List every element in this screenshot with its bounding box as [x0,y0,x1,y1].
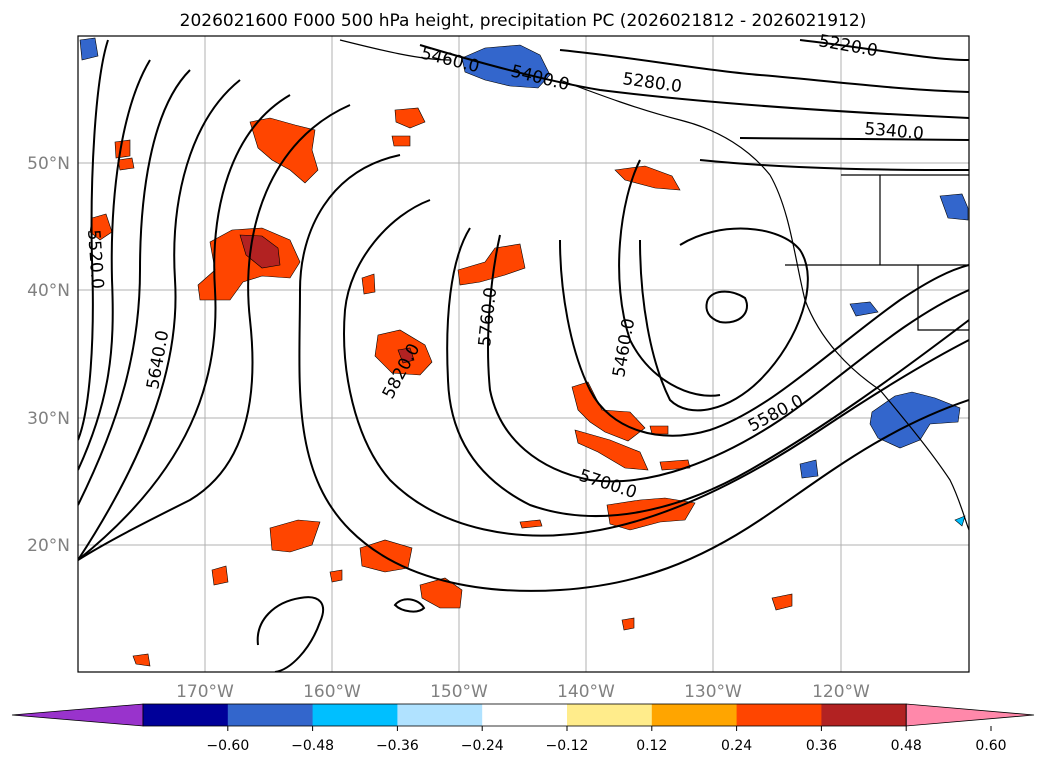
colorbar-segment [143,704,229,726]
contour-label: 5460.0 [419,43,482,77]
contour-labels: 5460.0 5400.0 5280.0 5220.0 5340.0 5520.… [83,31,925,503]
colorbar-segment [482,704,568,726]
lon-label-160w: 160°W [303,682,361,702]
precip-region [939,193,969,221]
coastlines [339,39,969,531]
precip-region [269,519,321,553]
lat-label-20n: 20°N [27,536,70,556]
contour-label: 5580.0 [745,391,807,437]
precip-region [659,459,691,471]
colorbar-tick-label: 0.48 [891,738,922,754]
colorbar-tick-label: −0.24 [461,738,504,754]
colorbar-segments [11,703,1035,727]
precip-region [799,459,819,479]
colorbar-tick-label: −0.36 [376,738,419,754]
lat-label-40n: 40°N [27,281,70,301]
colorbar-frame [142,703,907,727]
lat-label-30n: 30°N [27,409,70,429]
precip-region [869,391,961,449]
precip-region [419,577,463,609]
precip-region [329,569,343,583]
colorbar-segment [312,704,398,726]
longitude-labels: 170°W 160°W 150°W 140°W 130°W 120°W [176,682,870,702]
colorbar-tick-label: 0.36 [806,738,837,754]
colorbar-tick-label: −0.48 [291,738,334,754]
lon-label-120w: 120°W [812,682,870,702]
precip-region [391,135,411,147]
precip-region [621,617,635,631]
map-title: 2026021600 F000 500 hPa height, precipit… [180,11,867,31]
precip-region [397,347,415,364]
precip-region [117,157,135,171]
precip-region [519,519,543,529]
colorbar-tick-label: −0.60 [206,738,249,754]
colorbar: −0.60 −0.48 −0.36 −0.24 −0.12 0.12 0.24 0.36 0.4… [11,703,1035,754]
precip-region [771,593,793,611]
colorbar-tick-label: 0.60 [975,738,1006,754]
latitude-labels: 50°N 40°N 30°N 20°N [27,154,70,556]
contour-label: 5760.0 [475,286,501,347]
precip-region [211,565,229,586]
colorbar-tick-label: 0.24 [721,738,752,754]
contour-label: 5520.0 [83,229,107,290]
colorbar-segment [651,704,738,726]
colorbar-segment [227,704,314,726]
colorbar-segment [736,704,822,726]
colorbar-segment [397,704,483,726]
precip-region [461,44,551,89]
precip-region [574,429,649,471]
map-frame [77,35,970,673]
precip-region [954,515,966,527]
lon-label-140w: 140°W [557,682,615,702]
colorbar-extend-left [11,703,144,727]
lon-label-150w: 150°W [430,682,488,702]
precip-region [614,165,681,191]
colorbar-tick-label: 0.12 [636,738,667,754]
precip-region [457,243,526,286]
height-contours [78,39,969,672]
colorbar-tick-label: −0.12 [546,738,589,754]
precip-region [849,301,879,317]
map-area [78,36,969,672]
precip-region [132,653,151,667]
lon-label-170w: 170°W [176,682,234,702]
precip-region [114,139,131,159]
precip-region [79,37,99,61]
colorbar-segment [821,704,907,726]
colorbar-ticks: −0.60 −0.48 −0.36 −0.24 −0.12 0.12 0.24 0.36 0.4… [206,726,1007,754]
contour-label: 5340.0 [864,119,925,144]
precip-positive-regions [89,107,793,667]
precip-region [649,425,669,435]
colorbar-segment [567,704,653,726]
lat-label-50n: 50°N [27,154,70,174]
precip-region [361,273,376,295]
precip-region [239,234,281,269]
precip-region [249,117,319,184]
lon-label-130w: 130°W [684,682,742,702]
precip-region [89,213,113,241]
colorbar-extend-right [905,703,1035,727]
precip-region [394,107,426,129]
